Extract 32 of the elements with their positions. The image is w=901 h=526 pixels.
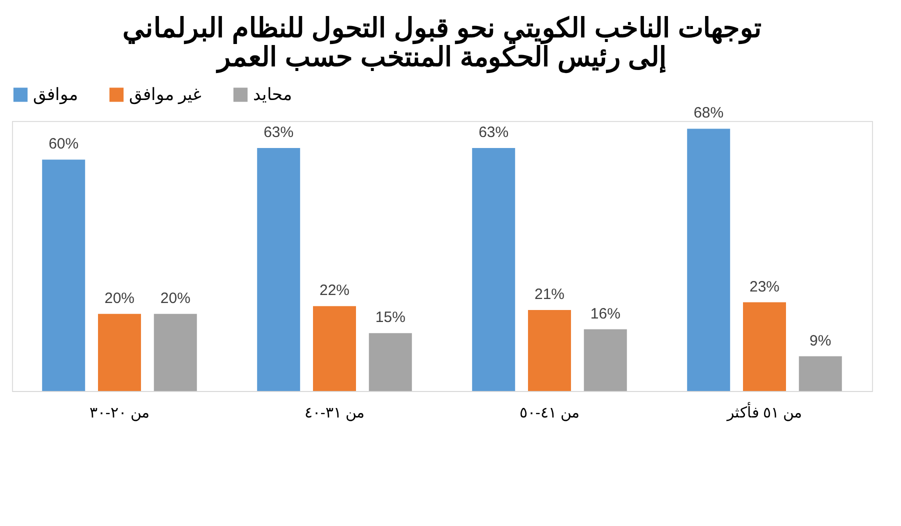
x-tick-label: من ٥١ فأكثر xyxy=(726,402,802,422)
bar xyxy=(313,306,356,391)
legend-label: محايد xyxy=(253,84,292,104)
bar xyxy=(687,128,730,391)
data-label: 68% xyxy=(694,104,724,122)
bar xyxy=(528,310,571,391)
bar xyxy=(368,333,412,391)
legend-label: موافق xyxy=(33,84,78,105)
bar xyxy=(743,302,786,391)
text: توجهات الناخب الكويتي نحو قبول التحول للنظام البرلماني xyxy=(122,13,762,43)
x-tick-label: من ٣١-٤٠ xyxy=(304,404,365,422)
data-label: 20% xyxy=(104,290,135,307)
data-label: 23% xyxy=(749,278,780,296)
bar xyxy=(98,314,141,391)
data-label: 20% xyxy=(160,290,190,307)
data-label: 9% xyxy=(810,332,832,350)
data-label: 21% xyxy=(534,286,565,303)
bar xyxy=(584,329,627,391)
legend-label: غير موافق xyxy=(129,84,202,105)
x-tick-label: من ٢٠-٣٠ xyxy=(89,404,150,422)
data-label: 63% xyxy=(264,124,294,141)
data-label: 15% xyxy=(375,309,406,326)
bar xyxy=(42,160,86,391)
x-tick-label: من ٤١-٥٠ xyxy=(519,404,580,422)
data-label: 63% xyxy=(478,124,509,141)
data-label: 22% xyxy=(319,282,350,300)
data-label: 60% xyxy=(48,136,79,153)
bar xyxy=(154,314,197,391)
bar xyxy=(257,148,300,391)
bar xyxy=(472,148,516,391)
data-label: 16% xyxy=(590,305,620,322)
bar xyxy=(798,356,842,391)
